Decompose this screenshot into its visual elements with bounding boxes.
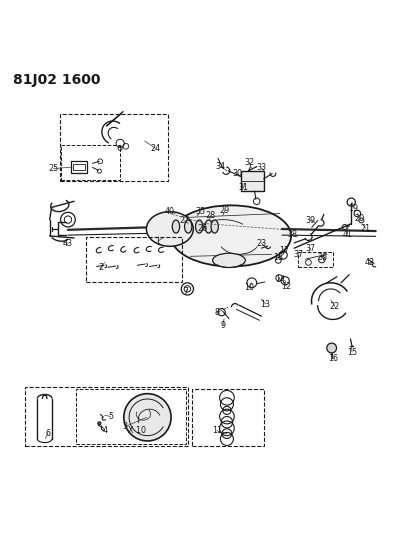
Ellipse shape [213, 253, 245, 268]
Text: 39: 39 [306, 216, 315, 225]
Bar [73, 164, 85, 171]
Text: 1: 1 [155, 237, 160, 246]
Ellipse shape [184, 220, 192, 233]
Text: 12: 12 [281, 281, 291, 290]
Bar [76, 389, 186, 444]
Bar [86, 237, 182, 282]
Text: 10: 10 [244, 283, 254, 292]
Text: 18: 18 [273, 253, 283, 262]
Text: 21: 21 [360, 224, 371, 233]
Text: 17: 17 [279, 246, 289, 255]
Text: 7: 7 [184, 287, 189, 296]
Text: 14: 14 [275, 276, 285, 285]
Text: 42: 42 [364, 258, 375, 267]
Text: 37: 37 [293, 250, 303, 259]
Ellipse shape [172, 220, 180, 233]
Text: 4: 4 [102, 426, 107, 435]
Text: 32: 32 [244, 158, 254, 167]
Ellipse shape [146, 212, 193, 246]
Text: 2: 2 [98, 263, 103, 272]
Text: 31: 31 [238, 183, 248, 192]
Text: 23: 23 [256, 239, 267, 248]
Text: 34: 34 [216, 162, 226, 171]
Text: 27: 27 [179, 216, 189, 225]
Text: 15: 15 [347, 348, 357, 357]
Circle shape [327, 343, 337, 353]
Text: 81J02 1600: 81J02 1600 [13, 73, 101, 87]
Circle shape [124, 394, 171, 441]
Text: 26: 26 [198, 224, 207, 233]
Bar [192, 389, 264, 446]
Text: 38: 38 [287, 230, 297, 239]
Ellipse shape [196, 220, 203, 233]
Text: 40: 40 [165, 207, 175, 215]
Text: 33: 33 [256, 163, 267, 172]
Text: 24: 24 [151, 144, 161, 153]
Text: 29: 29 [220, 206, 230, 215]
Text: 30: 30 [232, 169, 242, 178]
Bar [60, 114, 168, 181]
Text: 28: 28 [206, 212, 216, 221]
Text: 43: 43 [63, 239, 73, 248]
Bar [25, 387, 188, 446]
Text: 11: 11 [212, 426, 222, 435]
Bar [71, 161, 87, 173]
Text: 35: 35 [196, 207, 205, 216]
Text: 16: 16 [328, 354, 338, 363]
Text: 36: 36 [318, 253, 328, 262]
Text: 37: 37 [306, 244, 315, 253]
Circle shape [98, 422, 101, 425]
Ellipse shape [171, 205, 291, 266]
Text: 25: 25 [49, 164, 59, 173]
Text: 9: 9 [220, 321, 225, 330]
Text: X 10: X 10 [128, 426, 146, 435]
Text: 22: 22 [330, 302, 340, 311]
Text: 41: 41 [342, 230, 352, 239]
Ellipse shape [211, 220, 218, 233]
Bar [241, 171, 264, 191]
Text: 6: 6 [45, 429, 50, 438]
Ellipse shape [205, 220, 212, 233]
Text: 13: 13 [261, 300, 271, 309]
Text: 8: 8 [214, 308, 219, 317]
Text: 5: 5 [108, 412, 113, 421]
Bar [61, 146, 120, 180]
Text: 20: 20 [354, 214, 364, 223]
Text: 19: 19 [348, 204, 358, 213]
Bar [298, 252, 333, 268]
Text: 3: 3 [123, 422, 128, 431]
